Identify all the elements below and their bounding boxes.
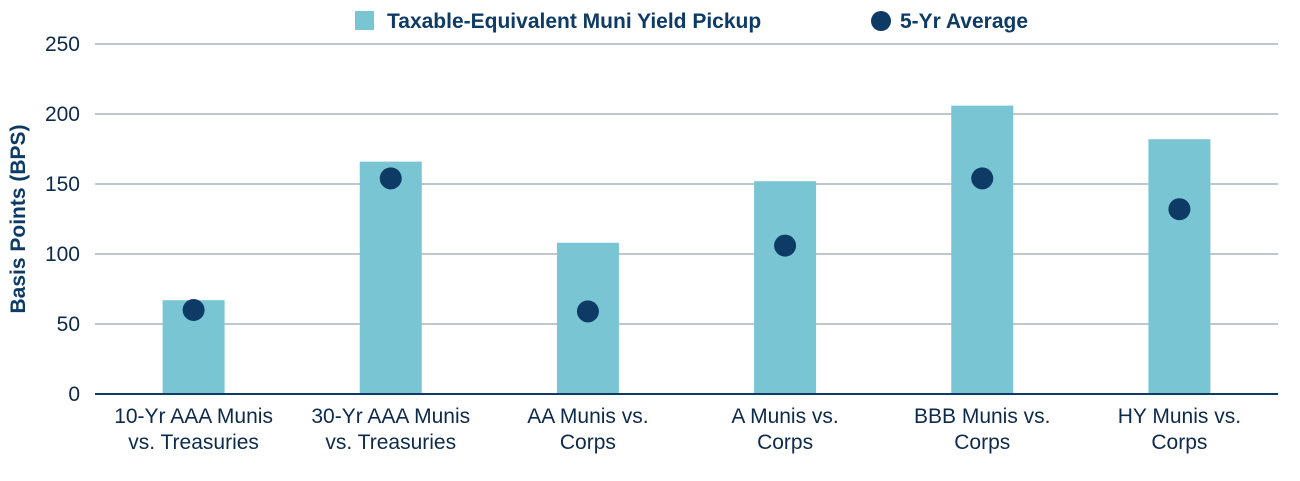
bar xyxy=(359,161,422,394)
x-tick-label: HY Munis vs. Corps xyxy=(1118,405,1241,454)
bar xyxy=(951,105,1014,394)
x-tick-label: AA Munis vs. Corps xyxy=(527,405,648,454)
legend-dot-swatch xyxy=(871,11,891,31)
y-tick-label: 200 xyxy=(45,103,80,126)
average-dot xyxy=(774,234,797,257)
y-tick-label: 150 xyxy=(45,173,80,196)
x-tick-label: 10-Yr AAA Munis vs. Treasuries xyxy=(114,405,273,454)
x-tick-label: A Munis vs. Corps xyxy=(731,405,838,454)
dot-series xyxy=(182,167,1191,323)
bar xyxy=(1148,139,1211,394)
legend-dot-label: 5-Yr Average xyxy=(900,10,1028,33)
y-tick-label: 100 xyxy=(45,243,80,266)
legend-bar-label: Taxable-Equivalent Muni Yield Pickup xyxy=(387,10,761,33)
legend-bar-swatch xyxy=(355,11,374,30)
x-tick-label: BBB Munis vs. Corps xyxy=(914,405,1051,454)
bar-series xyxy=(162,105,1211,394)
y-axis-ticks: 0 50 100 150 200 250 xyxy=(45,33,80,406)
gridlines xyxy=(95,43,1278,325)
y-axis-label: Basis Points (BPS) xyxy=(7,124,30,313)
average-dot xyxy=(182,299,205,321)
legend: Taxable-Equivalent Muni Yield Pickup 5-Y… xyxy=(355,10,1028,33)
average-dot xyxy=(1168,198,1191,221)
bar xyxy=(754,181,817,394)
y-tick-label: 50 xyxy=(57,313,80,336)
average-dot xyxy=(379,167,402,190)
x-tick-label: 30-Yr AAA Munis vs. Treasuries xyxy=(311,405,470,454)
x-axis-labels: 10-Yr AAA Munis vs. Treasuries 30-Yr AAA M… xyxy=(114,405,1241,454)
average-dot xyxy=(576,300,599,323)
y-tick-label: 250 xyxy=(45,33,80,56)
average-dot xyxy=(971,167,994,190)
y-tick-label: 0 xyxy=(68,383,80,406)
